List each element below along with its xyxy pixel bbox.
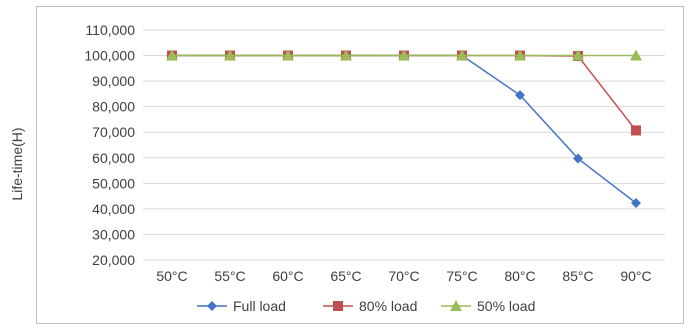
data-point-50-load [572, 49, 584, 61]
y-tick-label: 60,000 [92, 150, 135, 166]
data-point-50-load [166, 49, 178, 61]
y-tick-label: 90,000 [92, 73, 135, 89]
series-line-full-load [172, 54, 637, 204]
data-point-full-load [573, 153, 583, 164]
legend-marker-50-load [450, 300, 462, 311]
x-tick-label: 80°C [504, 268, 535, 284]
x-tick-label: 50°C [156, 268, 187, 284]
x-tick-label: 60°C [272, 268, 303, 284]
legend-marker-80-load [333, 301, 343, 311]
data-point-50-load [340, 49, 352, 61]
legend-label-full-load: Full load [233, 298, 286, 314]
y-tick-label: 100,000 [84, 48, 135, 64]
data-point-50-load [514, 49, 526, 61]
data-point-80-load [631, 125, 641, 136]
y-tick-label: 30,000 [92, 226, 135, 242]
data-point-full-load [631, 198, 641, 209]
data-point-50-load [398, 49, 410, 61]
x-tick-label: 55°C [214, 268, 245, 284]
data-point-50-load [282, 49, 294, 61]
y-tick-label: 80,000 [92, 99, 135, 115]
y-tick-label: 40,000 [92, 201, 135, 217]
legend-label-80-load: 80% load [359, 298, 417, 314]
data-point-50-load [224, 49, 236, 61]
data-point-full-load [515, 90, 525, 101]
y-tick-label: 20,000 [92, 252, 135, 268]
data-point-50-load [456, 49, 468, 61]
legend-marker-full-load [207, 301, 217, 311]
series-line-80-load [172, 54, 637, 131]
x-tick-label: 75°C [446, 268, 477, 284]
y-tick-label: 50,000 [92, 175, 135, 191]
data-point-50-load [630, 49, 642, 61]
chart-frame [36, 6, 684, 324]
x-tick-label: 90°C [620, 268, 651, 284]
y-tick-label: 70,000 [92, 124, 135, 140]
x-tick-label: 85°C [562, 268, 593, 284]
x-tick-label: 65°C [330, 268, 361, 284]
y-tick-label: 110,000 [85, 22, 135, 38]
x-tick-label: 70°C [388, 268, 419, 284]
legend-label-50-load: 50% load [477, 298, 535, 314]
